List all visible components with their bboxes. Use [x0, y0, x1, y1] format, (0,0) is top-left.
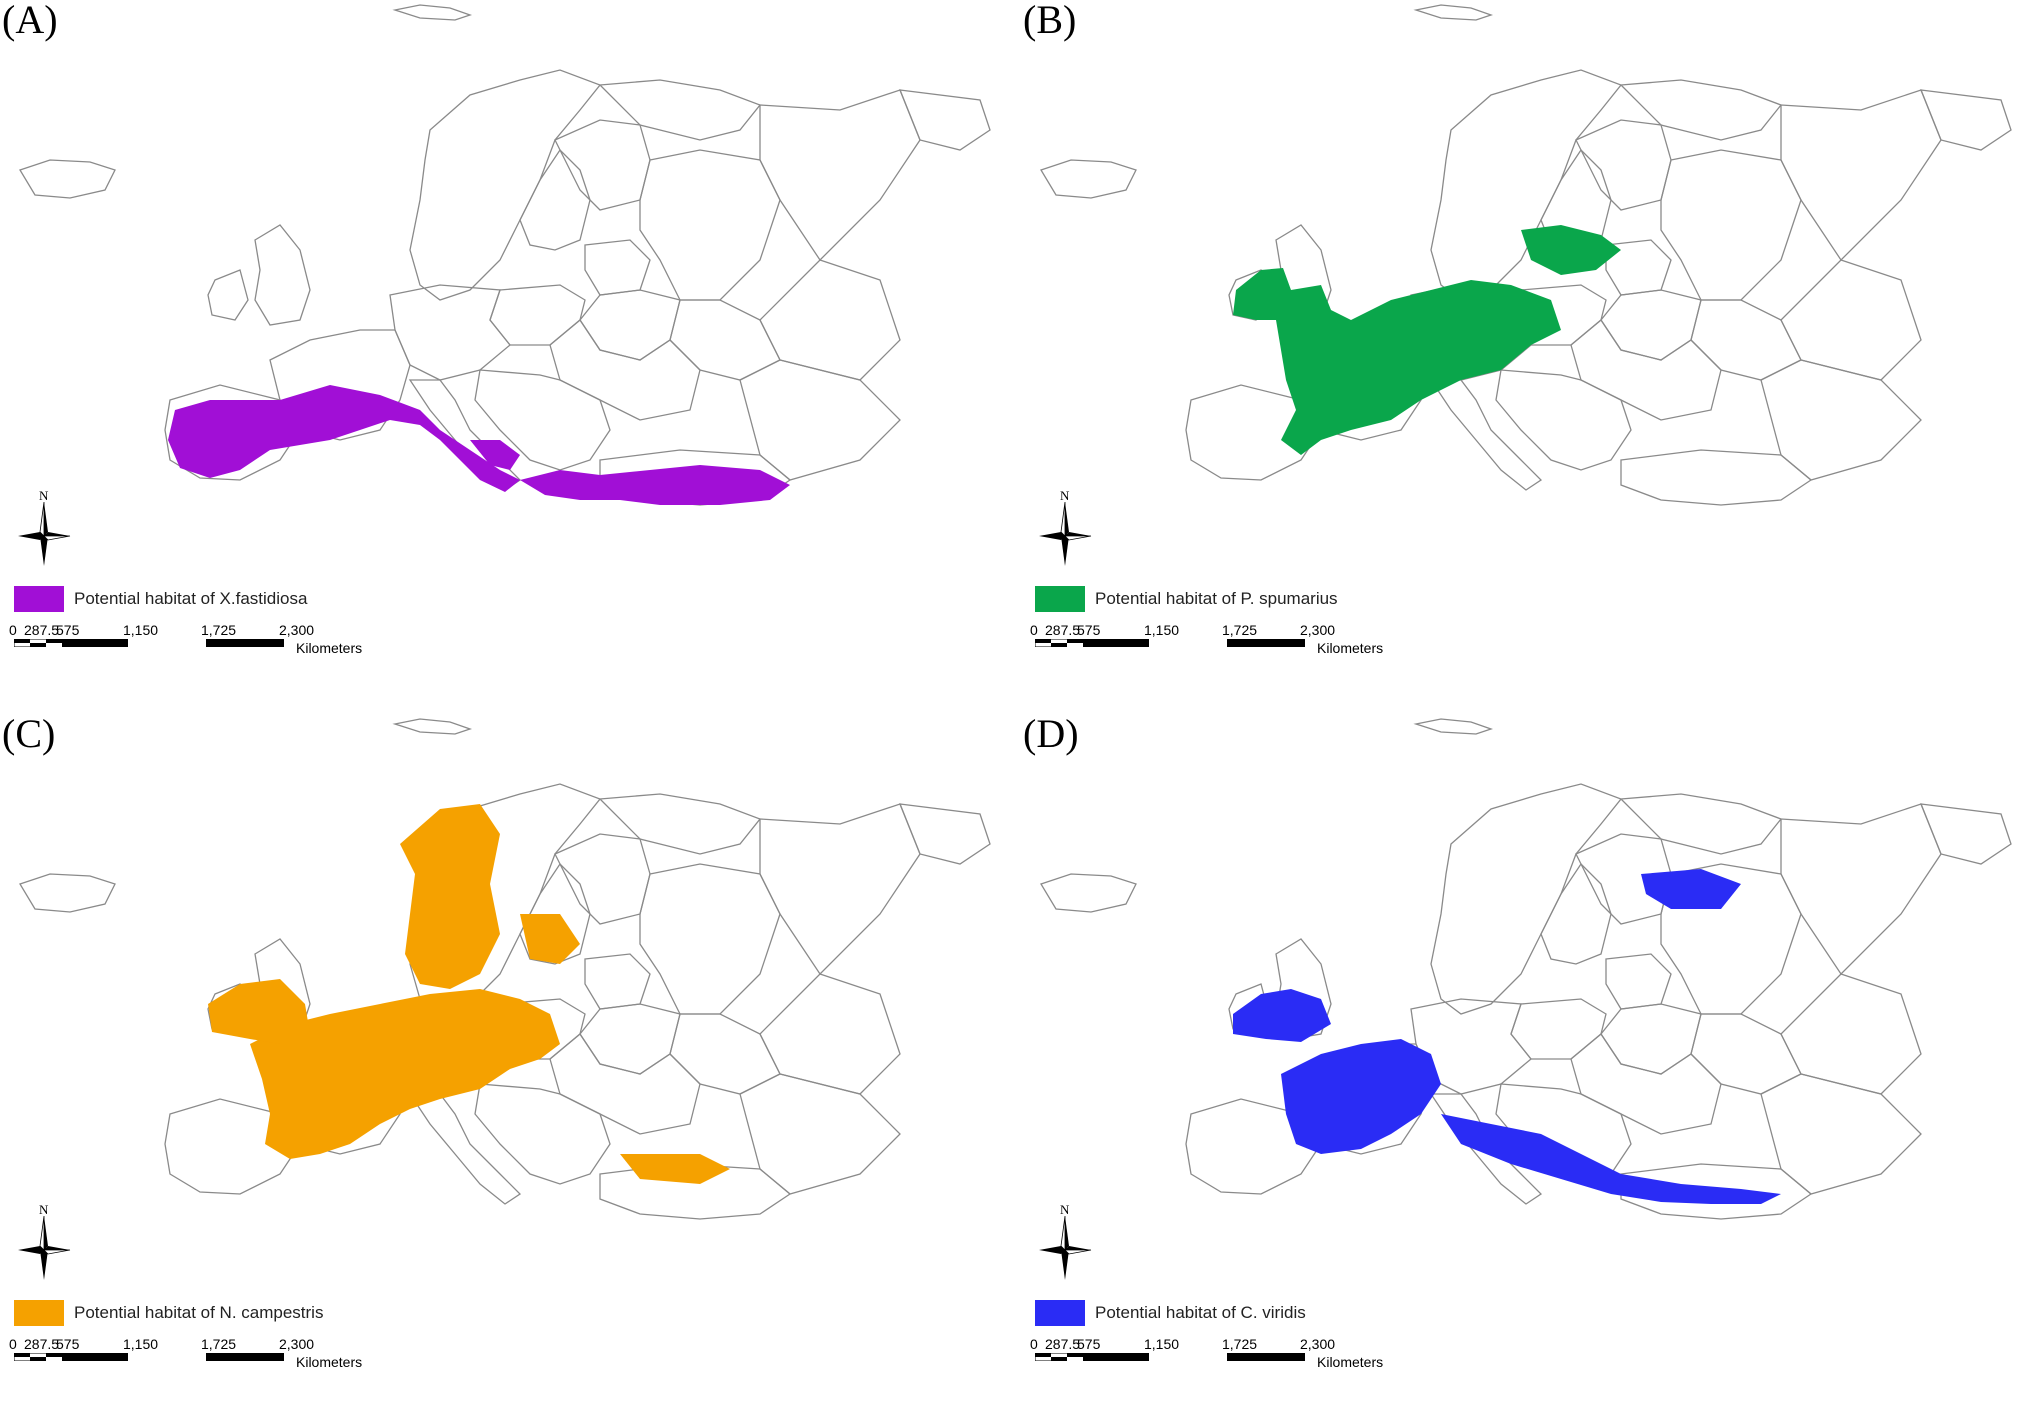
habitat-region	[1276, 280, 1561, 455]
country-outlines	[19, 718, 991, 1220]
compass-north-label: N	[1060, 1202, 1070, 1217]
scale-tick-label: 575	[56, 1336, 80, 1352]
habitat-region	[520, 465, 790, 505]
scale-bar-segments	[14, 639, 284, 647]
europe-map	[19, 4, 991, 506]
panel-label: (B)	[1023, 0, 1077, 42]
scale-tick-label: 287.5	[1045, 622, 1081, 638]
scale-tick-label: 1,150	[123, 622, 159, 638]
habitat-overlay	[1233, 225, 1621, 455]
scale-bar-segments	[14, 1353, 284, 1361]
panel-label: (D)	[1023, 714, 1079, 756]
north-arrow-icon: N	[12, 1202, 76, 1282]
scale-tick-label: 0	[9, 1336, 17, 1352]
legend-swatch	[14, 586, 64, 612]
scale-units: Kilometers	[296, 640, 363, 656]
habitat-region	[1281, 1039, 1441, 1154]
scale-units: Kilometers	[1317, 1354, 1384, 1370]
scale-units: Kilometers	[1317, 640, 1384, 656]
scale-units: Kilometers	[296, 1354, 363, 1370]
legend-label: Potential habitat of C. viridis	[1095, 1303, 1306, 1322]
scale-tick-label: 2,300	[1300, 1336, 1336, 1352]
habitat-region	[250, 989, 560, 1159]
legend: Potential habitat of P. spumarius	[1035, 586, 1338, 612]
scale-bar: 0 287.5 575 1,150 1,725 2,300 Kilometers	[9, 622, 362, 658]
scale-tick-label: 2,300	[1300, 622, 1336, 638]
scale-tick-label: 1,725	[1222, 622, 1258, 638]
panel-label: (A)	[2, 0, 58, 42]
legend-swatch	[1035, 586, 1085, 612]
north-arrow-icon: N	[12, 488, 76, 568]
scale-tick-label: 0	[1030, 1336, 1038, 1352]
habitat-region	[208, 979, 310, 1044]
scale-bar-segments	[1035, 639, 1305, 647]
compass-north-label: N	[39, 1202, 49, 1217]
scale-tick-label: 2,300	[279, 1336, 315, 1352]
habitat-overlay	[1233, 869, 1781, 1204]
scale-tick-label: 1,725	[1222, 1336, 1258, 1352]
scale-tick-label: 1,725	[201, 622, 237, 638]
scale-tick-label: 2,300	[279, 622, 315, 638]
scale-tick-label: 287.5	[1045, 1336, 1081, 1352]
legend: Potential habitat of C. viridis	[1035, 1300, 1306, 1326]
scale-tick-label: 575	[1077, 1336, 1101, 1352]
scale-tick-label: 287.5	[24, 622, 60, 638]
scale-tick-label: 1,150	[123, 1336, 159, 1352]
compass-north-label: N	[39, 488, 49, 503]
scale-tick-label: 575	[56, 622, 80, 638]
habitat-region	[1233, 989, 1331, 1042]
compass-north-label: N	[1060, 488, 1070, 503]
north-arrow-icon: N	[1033, 1202, 1097, 1282]
habitat-region	[400, 804, 500, 989]
scale-tick-label: 1,150	[1144, 1336, 1180, 1352]
europe-map	[1040, 4, 2012, 506]
panel-label: (C)	[2, 714, 56, 756]
scale-tick-label: 1,150	[1144, 622, 1180, 638]
scale-bar-segments	[1035, 1353, 1305, 1361]
legend: Potential habitat of N. campestris	[14, 1300, 323, 1326]
habitat-overlay	[208, 804, 730, 1184]
habitat-region	[470, 440, 520, 470]
europe-map	[1040, 718, 2012, 1220]
scale-bar: 0 287.5 575 1,150 1,725 2,300 Kilometers	[9, 1336, 362, 1372]
habitat-region	[1521, 225, 1621, 275]
habitat-region	[620, 1154, 730, 1184]
scale-tick-label: 287.5	[24, 1336, 60, 1352]
habitat-region	[520, 914, 580, 964]
legend-label: Potential habitat of P. spumarius	[1095, 589, 1338, 608]
habitat-region	[1441, 1114, 1781, 1204]
scale-bar: 0 287.5 575 1,150 1,725 2,300 Kilometers	[1030, 622, 1383, 658]
country-outlines	[19, 4, 991, 506]
scale-tick-label: 1,725	[201, 1336, 237, 1352]
scale-tick-label: 575	[1077, 622, 1101, 638]
map-panel-b: (B) N Potential habitat of P. spumarius …	[1021, 0, 2042, 714]
north-arrow-icon: N	[1033, 488, 1097, 568]
legend-swatch	[1035, 1300, 1085, 1326]
europe-map	[19, 718, 991, 1220]
scale-bar: 0 287.5 575 1,150 1,725 2,300 Kilometers	[1030, 1336, 1383, 1372]
legend-swatch	[14, 1300, 64, 1326]
legend-label: Potential habitat of N. campestris	[74, 1303, 324, 1322]
legend-label: Potential habitat of X.fastidiosa	[74, 589, 308, 608]
scale-tick-label: 0	[1030, 622, 1038, 638]
scale-tick-label: 0	[9, 622, 17, 638]
habitat-region	[168, 385, 520, 492]
map-panel-c: (C) N Potential habitat of N. campestris…	[0, 714, 1021, 1428]
habitat-region	[1233, 268, 1331, 325]
legend: Potential habitat of X.fastidiosa	[14, 586, 307, 612]
map-panel-a: (A) N Potential habitat of X.fastidiosa …	[0, 0, 1021, 714]
country-outlines	[1040, 4, 2012, 506]
habitat-region	[1641, 869, 1741, 909]
habitat-overlay	[168, 385, 790, 505]
